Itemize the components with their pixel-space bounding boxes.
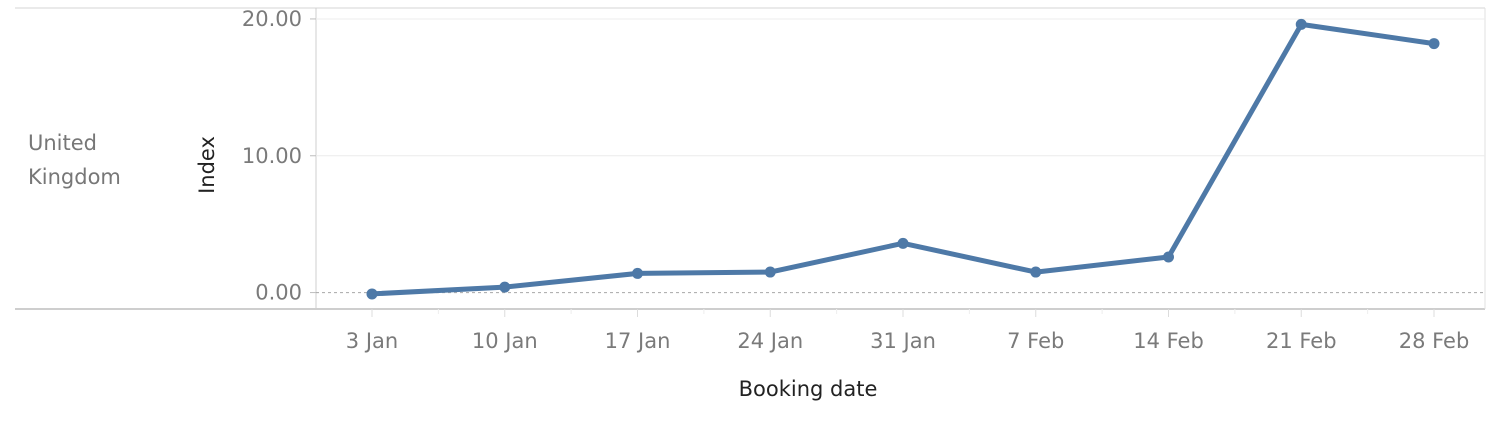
data-point-8 [1428, 38, 1440, 50]
data-point-4 [897, 237, 909, 249]
y-tick-label-0: 0.00 [255, 281, 302, 305]
y-tick-label-2: 20.00 [242, 7, 302, 31]
x-tick-label-6: 14 Feb [1133, 329, 1204, 353]
series-layer [366, 18, 1440, 300]
data-point-0 [366, 288, 378, 300]
x-axis-title: Booking date [739, 377, 878, 401]
row-header-label: United Kingdom [28, 126, 188, 194]
y-tick-label-1: 10.00 [242, 144, 302, 168]
data-point-5 [1030, 266, 1042, 278]
data-point-2 [632, 267, 643, 279]
x-tick-label-8: 28 Feb [1399, 329, 1470, 353]
x-tick-label-1: 10 Jan [472, 329, 538, 353]
chart-frame [15, 7, 1486, 310]
data-point-1 [499, 281, 511, 293]
x-tick-label-3: 24 Jan [737, 329, 803, 353]
y-axis: 0.00 10.00 20.00 [242, 7, 316, 305]
series-line-0 [369, 21, 1437, 297]
row-header-line-1: United [28, 131, 97, 155]
x-tick-label-4: 31 Jan [870, 329, 936, 353]
data-point-6 [1163, 251, 1174, 263]
x-tick-label-0: 3 Jan [346, 329, 398, 353]
x-axis: 3 Jan 10 Jan 17 Jan 24 Jan 31 Jan 7 Feb 14 Feb… [346, 309, 1470, 353]
row-header-line-2: Kingdom [28, 165, 121, 189]
x-tick-label-5: 7 Feb [1007, 329, 1064, 353]
x-tick-label-2: 17 Jan [605, 329, 671, 353]
x-tick-label-7: 21 Feb [1266, 329, 1337, 353]
data-point-7 [1295, 18, 1307, 30]
grid-lines [316, 18, 1485, 294]
y-axis-title: Index [195, 136, 219, 194]
data-point-3 [764, 266, 776, 278]
